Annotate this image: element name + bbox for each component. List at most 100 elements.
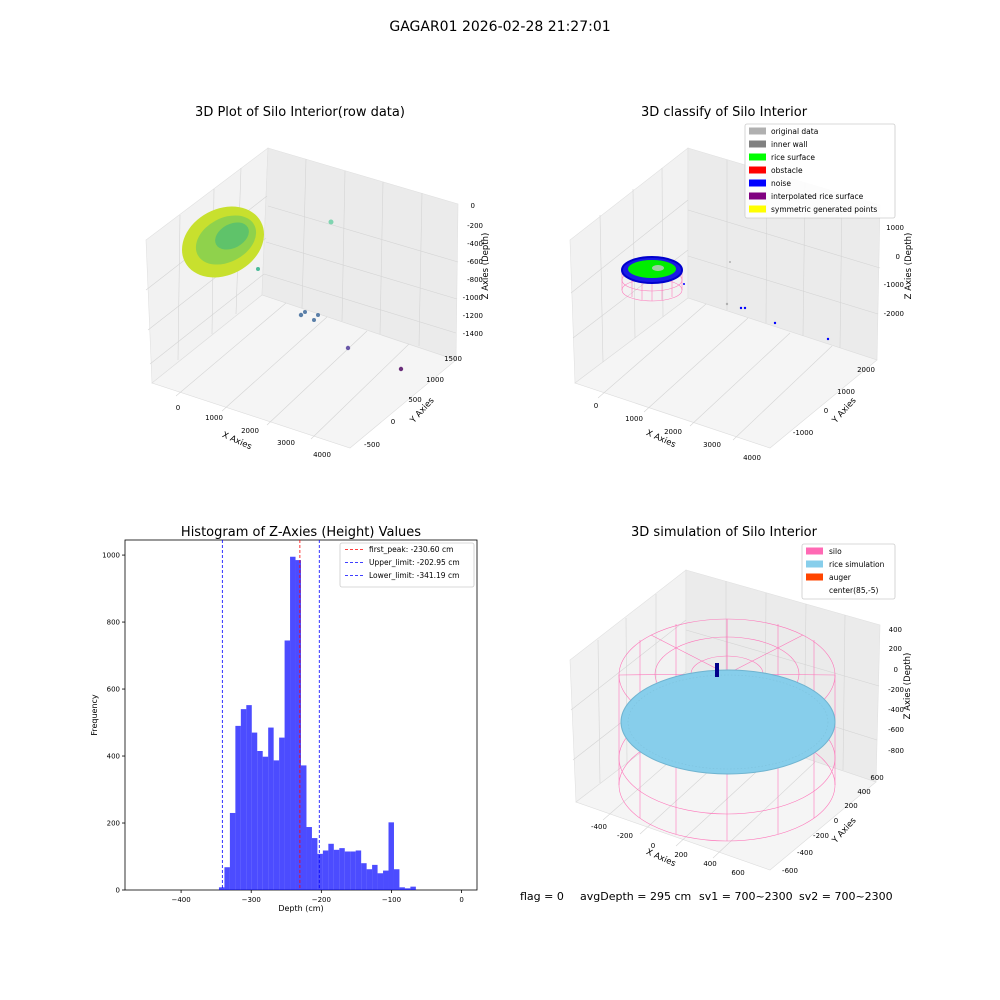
raw-xtick: 2000 xyxy=(241,427,259,435)
hist-bar xyxy=(251,732,258,890)
hist-bar xyxy=(273,760,280,890)
panel-raw: 3D Plot of Silo Interior(row data) 0 100… xyxy=(145,105,491,459)
sim-auger xyxy=(715,663,719,677)
sim-ztick: 200 xyxy=(889,645,902,653)
hist-title: Histogram of Z-Axies (Height) Values xyxy=(181,525,421,540)
hist-bar xyxy=(268,727,274,890)
raw-title: 3D Plot of Silo Interior(row data) xyxy=(195,105,405,120)
sim-ytick: 200 xyxy=(844,802,857,810)
sim-ytick: 400 xyxy=(857,788,870,796)
hist-bar xyxy=(240,709,247,890)
raw-point xyxy=(328,219,334,225)
hist-bar xyxy=(246,705,252,890)
footer-flag: flag = 0 xyxy=(520,890,564,903)
hist-bar xyxy=(317,853,323,890)
footer-sv2: sv2 = 700~2300 xyxy=(799,890,893,903)
sim-xlabel: X Axies xyxy=(644,847,677,869)
sim-ytick: -400 xyxy=(797,849,813,857)
sim-xtick: -400 xyxy=(591,823,607,831)
hist-bar xyxy=(290,556,296,890)
sim-xtick: 200 xyxy=(674,851,687,859)
hist-ytick-label: 1000 xyxy=(102,552,120,560)
classify-legend-swatch xyxy=(749,205,766,213)
panel-histogram: Histogram of Z-Axies (Height) Values −40… xyxy=(90,525,478,913)
hist-ytick-label: 0 xyxy=(116,887,120,895)
classify-legend-label: rice surface xyxy=(771,153,815,162)
classify-legend-swatch xyxy=(749,153,766,161)
hist-bar xyxy=(404,888,411,890)
classify-pane-floor xyxy=(574,297,878,449)
sim-ztick: -400 xyxy=(888,706,904,714)
classify-legend-label: interpolated rice surface xyxy=(771,192,864,201)
classify-legend-label: obstacle xyxy=(771,166,803,175)
classify-point xyxy=(729,261,731,263)
sim-xtick: -200 xyxy=(617,832,633,840)
sim-legend-swatch xyxy=(806,547,823,555)
raw-ytick: 1500 xyxy=(444,355,462,363)
raw-ztick: -1400 xyxy=(463,330,483,338)
sim-zlabel: Z Axies (Depth) xyxy=(903,653,913,720)
hist-bar xyxy=(224,867,230,890)
classify-point xyxy=(773,321,777,325)
hist-bar xyxy=(284,640,291,890)
sim-ytick: 0 xyxy=(834,817,838,825)
sim-ytick: -600 xyxy=(782,867,798,875)
raw-surface-core xyxy=(215,222,249,250)
raw-xtick: 4000 xyxy=(313,451,331,459)
classify-legend-label: original data xyxy=(771,127,818,136)
classify-legend-swatch xyxy=(749,166,766,174)
hist-bar xyxy=(350,851,356,890)
classify-point xyxy=(739,306,743,310)
hist-bar xyxy=(344,851,351,890)
hist-bar xyxy=(306,827,312,890)
sim-legend-swatch xyxy=(806,560,823,568)
classify-xtick: 1000 xyxy=(625,415,643,423)
classify-ztick: 1000 xyxy=(886,224,904,232)
raw-ztick: -1200 xyxy=(463,312,483,320)
sim-legend-label: silo xyxy=(829,547,842,556)
panel-simulation: 3D simulation of Silo Interior xyxy=(569,525,913,877)
classify-ztick: -1000 xyxy=(884,281,904,289)
sim-ztick: -600 xyxy=(888,726,904,734)
classify-rice-surface xyxy=(628,260,676,278)
sim-xtick: 0 xyxy=(651,842,655,850)
raw-pane-floor xyxy=(151,294,457,449)
classify-legend-swatch xyxy=(749,179,766,187)
classify-point xyxy=(725,302,729,306)
sim-legend-label: rice simulation xyxy=(829,560,885,569)
classify-title: 3D classify of Silo Interior xyxy=(641,105,808,120)
classify-point xyxy=(826,337,830,341)
classify-point xyxy=(683,283,685,285)
classify-legend-label: symmetric generated points xyxy=(771,205,877,214)
classify-legend: original data inner wall rice surface obsta… xyxy=(744,123,896,219)
hist-bar xyxy=(295,560,301,890)
classify-ztick: -2000 xyxy=(884,310,904,318)
hist-legend-label: first_peak: -230.60 cm xyxy=(369,545,453,554)
hist-bar xyxy=(257,751,263,890)
classify-legend-label: noise xyxy=(771,179,791,188)
sim-ytick: 600 xyxy=(870,774,883,782)
hist-bar xyxy=(328,843,334,890)
hist-bar xyxy=(229,812,236,890)
classify-xtick: 0 xyxy=(594,402,598,410)
raw-ytick: 1000 xyxy=(426,376,444,384)
classify-ytick: 0 xyxy=(824,407,828,415)
sim-ztick: -800 xyxy=(888,747,904,755)
raw-point xyxy=(316,313,320,317)
hist-bar xyxy=(279,737,285,890)
raw-zlabel: Z Axies (Depth) xyxy=(481,233,491,300)
sim-legend-label: auger xyxy=(829,573,852,582)
sim-legend-swatch xyxy=(806,573,823,581)
hist-legend-label: Upper_limit: -202.95 cm xyxy=(369,558,460,567)
hist-bar xyxy=(372,864,378,890)
raw-xtick: 1000 xyxy=(205,414,223,422)
sim-ztick: 400 xyxy=(889,626,902,634)
hist-bar xyxy=(322,850,329,890)
hist-bar xyxy=(218,887,225,890)
raw-point xyxy=(303,310,307,314)
hist-ytick-label: 200 xyxy=(107,820,120,828)
hist-bar xyxy=(262,756,269,890)
hist-bar xyxy=(399,887,405,890)
sim-rice-surface xyxy=(620,669,836,775)
classify-obstacle xyxy=(652,265,664,271)
